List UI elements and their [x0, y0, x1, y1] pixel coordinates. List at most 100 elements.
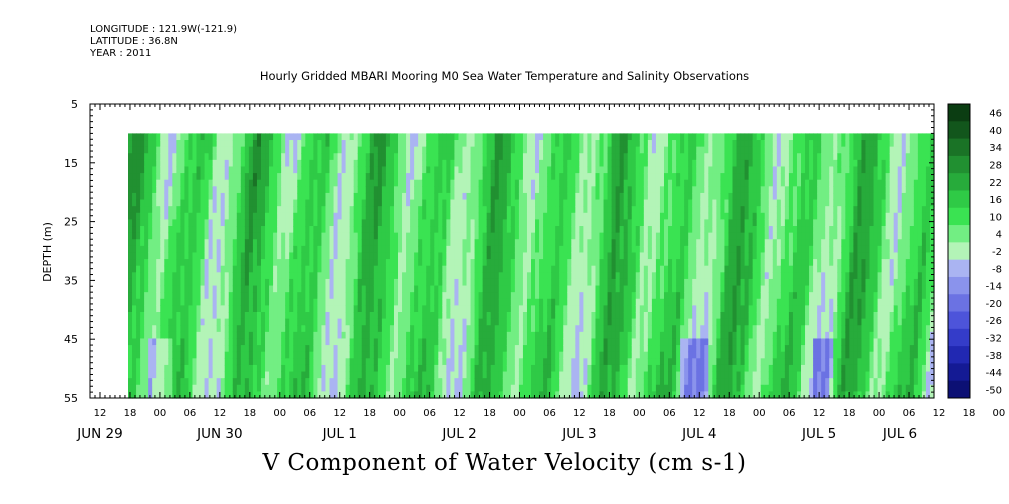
heat-cell: [522, 351, 528, 359]
heat-cell: [402, 159, 407, 168]
heat-cell: [369, 232, 375, 240]
heat-cell: [377, 140, 383, 148]
heat-cell: [398, 292, 403, 300]
heat-cell: [619, 265, 625, 273]
heat-cell: [156, 358, 161, 366]
heat-cell: [176, 312, 181, 320]
heat-cell: [547, 166, 552, 174]
heat-cell: [156, 285, 161, 293]
heat-cell: [200, 245, 206, 254]
heat-cell: [309, 259, 314, 267]
heat-cell: [329, 133, 335, 141]
heat-cell: [490, 239, 496, 247]
heat-cell: [426, 358, 431, 366]
heat-cell: [128, 219, 133, 227]
heat-cell: [204, 371, 210, 379]
heat-cell: [591, 278, 597, 287]
heat-cell: [385, 285, 391, 293]
heat-cell: [240, 140, 246, 148]
heat-cell: [490, 226, 496, 234]
heat-cell: [377, 173, 383, 181]
heat-cell: [486, 278, 492, 287]
heat-cell: [462, 351, 468, 359]
heat-cell: [539, 338, 544, 346]
heat-cell: [168, 212, 173, 220]
heat-cell: [156, 245, 161, 254]
heat-cell: [184, 292, 190, 300]
heat-cell: [563, 245, 568, 254]
heat-cell: [526, 179, 532, 187]
heat-cell: [144, 146, 149, 154]
heat-cell: [607, 312, 613, 320]
heat-cell: [462, 245, 468, 254]
heat-cell: [317, 358, 323, 366]
heat-cell: [478, 298, 484, 306]
heat-cell: [224, 312, 230, 320]
heat-cell: [196, 226, 202, 234]
heat-cell: [313, 325, 319, 333]
heat-cell: [293, 206, 298, 214]
heat-cell: [265, 133, 270, 141]
heat-cell: [365, 206, 371, 214]
heat-cell: [349, 206, 355, 214]
heat-cell: [559, 331, 564, 340]
heat-cell: [156, 186, 161, 194]
heat-cell: [595, 292, 601, 300]
heat-cell: [160, 186, 165, 194]
heat-cell: [148, 371, 153, 379]
heat-cell: [365, 140, 371, 148]
heat-cell: [353, 140, 359, 148]
heat-cell: [462, 278, 468, 287]
heat-cell: [583, 173, 589, 181]
heat-cell: [414, 364, 419, 373]
heat-cell: [317, 351, 323, 359]
heat-cell: [325, 272, 331, 280]
heat-cell: [208, 206, 214, 214]
heat-cell: [615, 192, 621, 201]
heat-cell: [547, 285, 552, 293]
heat-cell: [450, 265, 456, 273]
heat-cell: [168, 239, 173, 247]
heat-cell: [579, 140, 584, 148]
heat-cell: [627, 331, 633, 340]
heat-cell: [265, 371, 270, 379]
heat-cell: [317, 232, 323, 240]
heat-cell: [539, 285, 544, 293]
heat-cell: [579, 331, 584, 340]
heat-cell: [474, 325, 480, 333]
heat-cell: [377, 192, 383, 201]
heat-cell: [136, 384, 141, 392]
heat-cell: [627, 140, 633, 148]
heat-cell: [208, 331, 214, 340]
heat-cell: [212, 226, 218, 234]
heat-cell: [277, 179, 282, 187]
heat-cell: [192, 219, 198, 227]
heat-cell: [160, 384, 165, 392]
heat-cell: [543, 245, 548, 254]
heat-cell: [297, 345, 302, 353]
heat-cell: [494, 312, 500, 320]
heat-cell: [506, 285, 512, 293]
heat-cell: [506, 146, 512, 154]
heat-cell: [309, 265, 314, 273]
heat-cell: [208, 278, 214, 287]
heat-cell: [470, 351, 476, 359]
heat-cell: [301, 212, 306, 220]
heat-cell: [341, 292, 347, 300]
heat-cell: [180, 305, 186, 313]
heat-cell: [627, 325, 633, 333]
heat-cell: [458, 318, 464, 326]
heat-cell: [277, 298, 282, 306]
heat-cell: [252, 285, 258, 293]
heat-cell: [498, 232, 504, 240]
heat-cell: [446, 245, 451, 254]
heat-cell: [152, 159, 157, 168]
heat-cell: [172, 140, 177, 148]
heat-cell: [518, 272, 524, 280]
heat-cell: [450, 252, 456, 260]
heat-cell: [559, 245, 564, 254]
heat-cell: [575, 186, 580, 194]
heat-cell: [293, 265, 298, 273]
heat-cell: [373, 318, 379, 326]
heat-cell: [128, 173, 133, 181]
